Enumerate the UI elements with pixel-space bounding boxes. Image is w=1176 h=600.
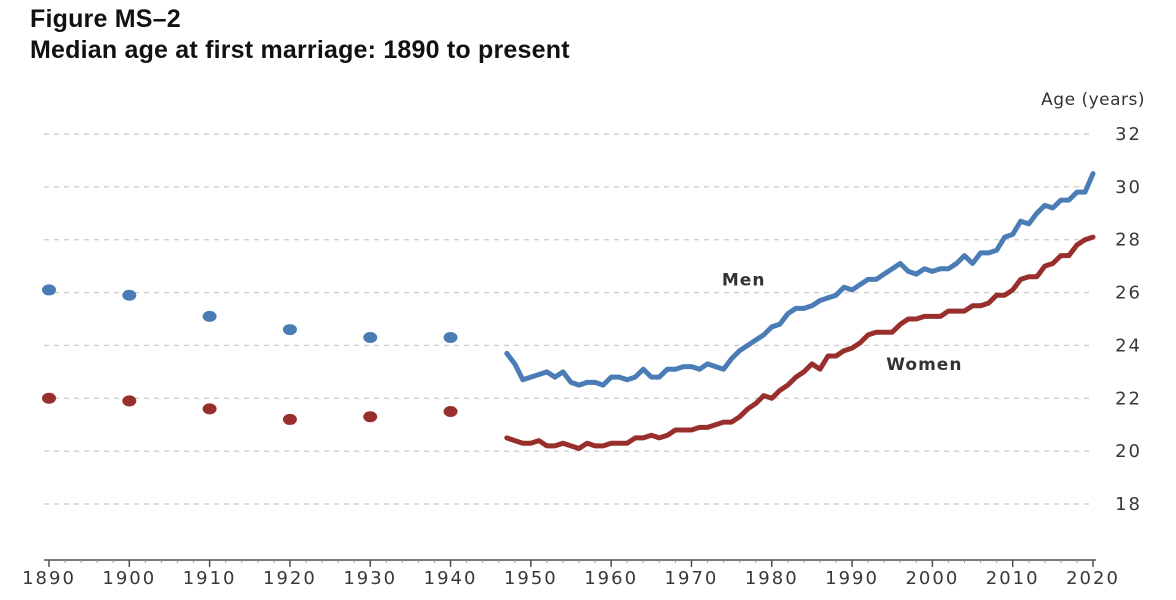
title-block: Figure MS–2 Median age at first marriage… (30, 4, 570, 66)
figure-number: Figure MS–2 (30, 5, 181, 33)
y-tick-label: 18 (1115, 494, 1142, 515)
y-tick-label: 20 (1115, 441, 1142, 462)
x-tick-label: 1960 (584, 568, 638, 589)
women-dot (363, 411, 378, 423)
series-label-women: Women (886, 355, 962, 375)
y-tick-label: 24 (1115, 335, 1142, 356)
y-tick-label: 32 (1115, 124, 1142, 145)
women-line (504, 234, 1096, 451)
x-tick-label: 1910 (183, 568, 237, 589)
x-tick-label: 2000 (905, 568, 959, 589)
x-tick-label: 1940 (424, 568, 478, 589)
x-tick-label: 2020 (1066, 568, 1120, 589)
y-tick-label: 22 (1115, 388, 1142, 409)
women-dot (202, 403, 217, 415)
x-tick-label: 1970 (665, 568, 719, 589)
x-tick-label: 1890 (22, 568, 76, 589)
x-tick-label: 1980 (745, 568, 799, 589)
x-tick-label: 1930 (343, 568, 397, 589)
x-tick-label: 2010 (986, 568, 1040, 589)
series-label-men: Men (722, 270, 766, 290)
x-tick-label: 1950 (504, 568, 558, 589)
x-tick-label: 1900 (102, 568, 156, 589)
women-dot (122, 395, 137, 407)
men-line (504, 171, 1096, 388)
women-dot (282, 413, 297, 425)
chart-title: Median age at first marriage: 1890 to pr… (30, 36, 570, 64)
y-tick-label: 28 (1115, 230, 1142, 251)
men-dot (202, 310, 217, 322)
x-tick-label: 1920 (263, 568, 317, 589)
men-dot (443, 332, 458, 343)
women-dot (42, 392, 56, 404)
x-tick-label: 1990 (825, 568, 879, 589)
y-tick-label: 30 (1115, 177, 1142, 198)
men-dot (282, 324, 297, 336)
women-dot (443, 406, 458, 417)
y-axis-title: Age (years) (1041, 90, 1145, 110)
men-dot (363, 332, 378, 343)
y-tick-label: 26 (1115, 283, 1142, 304)
men-dot (42, 284, 56, 296)
men-dot (122, 289, 137, 301)
